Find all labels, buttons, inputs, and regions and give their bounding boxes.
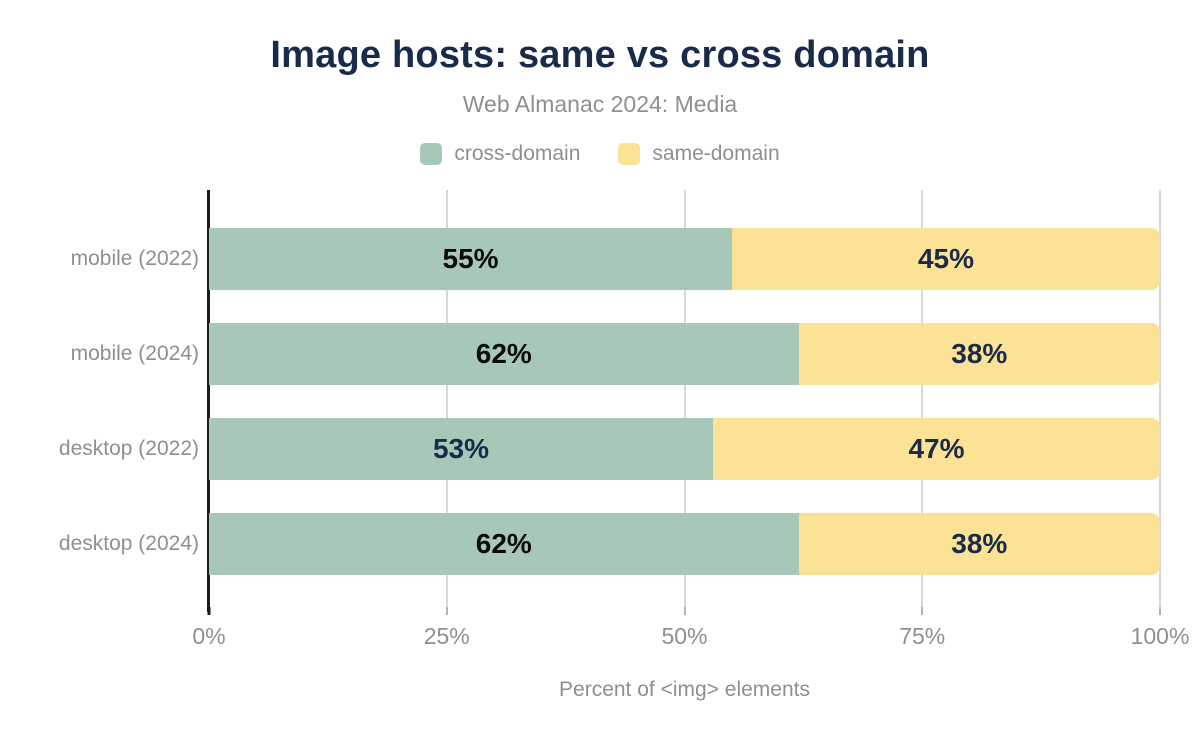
bar-row: desktop (2024) 62% 38% (59, 513, 1160, 575)
chart-title: Image hosts: same vs cross domain (270, 34, 930, 76)
bar-row: mobile (2024) 62% 38% (71, 323, 1160, 385)
x-axis-tick (921, 607, 924, 615)
x-tick-label: 75% (899, 623, 946, 649)
x-tick-label: 0% (192, 623, 226, 649)
chart-subtitle: Web Almanac 2024: Media (462, 91, 738, 117)
bar-value-label: 62% (475, 338, 532, 369)
bar-segment-same-domain: 38% (798, 513, 1160, 575)
bar-segment-cross-domain: 62% (209, 323, 799, 385)
bar-row: desktop (2022) 53% 47% (59, 418, 1160, 480)
grid-line (683, 190, 686, 607)
category-label: mobile (2024) (70, 342, 199, 365)
bar-segment-cross-domain: 62% (209, 513, 799, 575)
bar-value-label: 53% (432, 433, 490, 464)
grid-line (445, 190, 448, 607)
bar-segment-same-domain: 45% (732, 228, 1160, 290)
x-tick-label: 100% (1130, 623, 1190, 649)
category-label: desktop (2022) (58, 437, 199, 460)
grid-line (1159, 190, 1161, 607)
legend-label-same-domain: same-domain (652, 142, 780, 165)
x-axis-tick (683, 607, 686, 615)
bar-value-label: 47% (908, 433, 965, 464)
bar-row: mobile (2022) 55% 45% (71, 228, 1160, 290)
legend-swatch-cross-domain-icon (420, 143, 443, 165)
bar-value-label: 45% (917, 243, 975, 274)
x-tick-label: 25% (423, 623, 470, 649)
x-axis-tick (445, 607, 448, 615)
bar-value-label: 38% (951, 338, 1008, 369)
legend: cross-domain same-domain (0, 142, 1200, 166)
x-axis-tick (1159, 607, 1161, 615)
bar-segment-same-domain: 38% (798, 323, 1160, 385)
legend-swatch-same-domain-icon (618, 143, 641, 165)
bar-value-label: 38% (951, 528, 1008, 559)
bar-segment-cross-domain: 55% (209, 228, 733, 290)
plot-area: 0% 25% 50% 75% 100% mobile (2022) 55% 45% mobile… (59, 190, 1189, 649)
x-tick-label: 50% (661, 623, 708, 649)
bar-value-label: 62% (475, 528, 532, 559)
category-label: mobile (2022) (70, 247, 199, 270)
y-axis-line (207, 190, 210, 612)
legend-label-cross-domain: cross-domain (454, 142, 581, 165)
x-axis-title: Percent of <img> elements (559, 678, 810, 701)
grid-line (921, 190, 924, 607)
bar-segment-same-domain: 47% (713, 418, 1160, 480)
legend-item-cross-domain: cross-domain (420, 142, 580, 166)
bar-segment-cross-domain: 53% (209, 418, 714, 480)
legend-item-same-domain: same-domain (618, 142, 780, 166)
x-axis-tick (207, 607, 211, 615)
bar-value-label: 55% (442, 243, 499, 274)
category-label: desktop (2024) (58, 532, 199, 555)
